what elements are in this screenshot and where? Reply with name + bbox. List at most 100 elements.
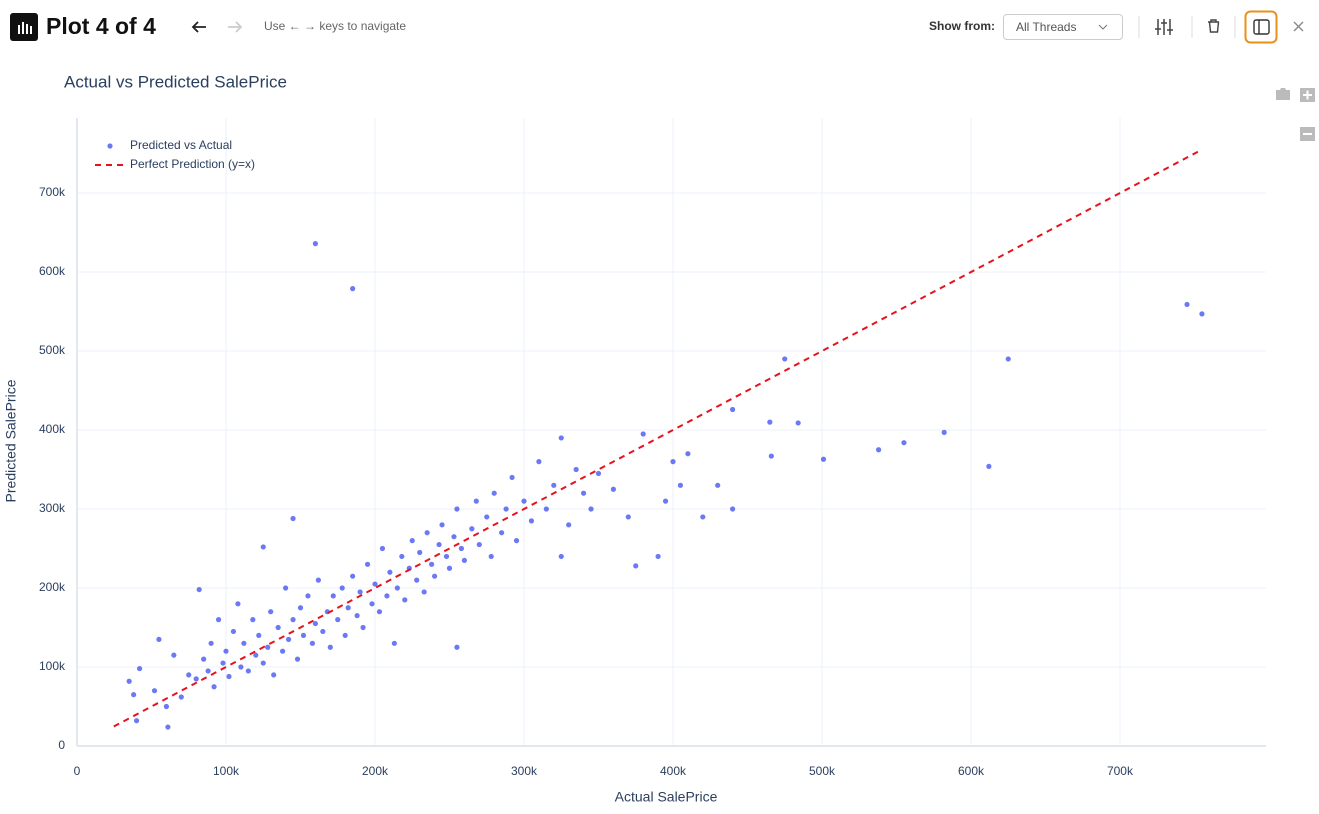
scatter-point — [309, 640, 316, 646]
scatter-point — [625, 514, 631, 520]
scatter-point — [290, 617, 296, 623]
scatter-point — [268, 609, 274, 615]
scatter-point — [320, 628, 326, 635]
y-tick-label: 300k — [39, 501, 66, 515]
scatter-point — [280, 648, 286, 654]
scatter-point — [729, 406, 736, 413]
scatter-point — [201, 656, 207, 662]
scatter-point — [451, 534, 457, 540]
scatter-point — [330, 593, 336, 599]
scatter-point — [595, 470, 602, 477]
scatter-point — [767, 419, 773, 425]
scatter-point — [488, 553, 494, 560]
scatter-point — [250, 617, 256, 623]
scatter-point — [260, 660, 266, 666]
scatter-point — [729, 506, 736, 512]
scatter-point — [350, 573, 356, 579]
nav-arrows[interactable] — [190, 18, 250, 36]
scatter-point — [536, 459, 542, 465]
scatter-point — [290, 515, 296, 522]
scatter-point — [165, 724, 171, 730]
scatter-point — [573, 466, 579, 473]
scatter-point — [446, 565, 453, 571]
chevron — [1098, 24, 1108, 30]
scatter-point — [528, 518, 535, 524]
scatter-point — [558, 553, 564, 560]
scatter-point — [335, 617, 341, 623]
scatter-point — [271, 672, 277, 678]
scatter-point — [443, 553, 450, 560]
scatter-point — [469, 526, 475, 532]
scatter-point — [436, 541, 442, 548]
scatter-point — [126, 678, 132, 684]
scatter-point — [484, 514, 490, 520]
scatter-point — [662, 498, 669, 504]
x-tick-label: 200k — [362, 764, 389, 778]
scatter-point — [171, 652, 177, 658]
scatter-point — [399, 553, 405, 560]
panel-toggle[interactable] — [1244, 10, 1278, 44]
scatter-point — [509, 474, 515, 481]
scatter-point — [1184, 301, 1190, 308]
y-axis-title: Predicted SalePrice — [3, 379, 19, 502]
scatter-point — [226, 673, 232, 680]
close-icon[interactable] — [1293, 21, 1304, 32]
scatter-point — [458, 545, 465, 552]
settings-icon[interactable] — [1155, 19, 1173, 35]
toolbar — [1138, 10, 1304, 44]
scatter-point — [282, 585, 289, 591]
scatter-point — [186, 672, 192, 678]
x-axis-title: Actual SalePrice — [615, 789, 718, 805]
scatter-point — [473, 498, 479, 504]
delete-icon[interactable] — [1208, 19, 1220, 33]
scatter-point — [795, 420, 801, 426]
camera-icon[interactable] — [1276, 88, 1290, 100]
scatter-point — [235, 601, 241, 607]
scatter-point — [499, 530, 505, 536]
scatter-point — [454, 506, 460, 512]
scatter-point — [394, 585, 400, 591]
scatter-point — [151, 688, 158, 694]
scatter-point — [238, 664, 244, 670]
scatter-point — [421, 589, 427, 595]
scatter-point — [193, 676, 199, 682]
scatter-point — [354, 613, 360, 619]
scatter-point — [685, 451, 691, 457]
scatter-point — [768, 453, 774, 459]
scatter-point — [315, 577, 321, 583]
legend-swatch — [107, 143, 113, 149]
scatter-point — [265, 644, 271, 650]
logo — [10, 13, 38, 41]
scatter-point — [476, 541, 482, 548]
scatter-point — [986, 463, 992, 469]
x-tick-label: 700k — [1107, 764, 1134, 778]
scatter-point — [417, 549, 423, 556]
scatter-point — [439, 522, 445, 528]
scatter-point — [1005, 356, 1011, 362]
scatter-point — [503, 506, 509, 512]
scatter-point — [588, 506, 594, 512]
scatter-point — [256, 632, 262, 639]
scatter-point — [409, 538, 415, 544]
scatter-point — [461, 557, 467, 563]
scatter-point — [196, 586, 202, 593]
scatter-point — [782, 356, 788, 362]
chart-title: Actual vs Predicted SalePrice — [64, 72, 287, 91]
y-tick-label: 700k — [39, 185, 66, 199]
scatter-point — [491, 490, 497, 496]
scatter-point — [384, 593, 390, 599]
scatter-point — [285, 636, 292, 642]
scatter-point — [677, 482, 684, 488]
scatter-point — [305, 593, 311, 599]
show-from-select[interactable]: All Threads — [1003, 14, 1123, 40]
scatter-point — [131, 692, 137, 698]
scatter-point — [391, 640, 397, 646]
legend-label: Perfect Prediction (y=x) — [130, 157, 255, 171]
scatter-point — [610, 486, 616, 492]
scatter-point — [211, 684, 217, 690]
scatter-point — [178, 694, 184, 700]
scatter-point — [312, 241, 318, 247]
scatter-point — [551, 482, 557, 488]
y-tick-label: 500k — [39, 343, 66, 357]
scatter-point — [633, 563, 639, 569]
